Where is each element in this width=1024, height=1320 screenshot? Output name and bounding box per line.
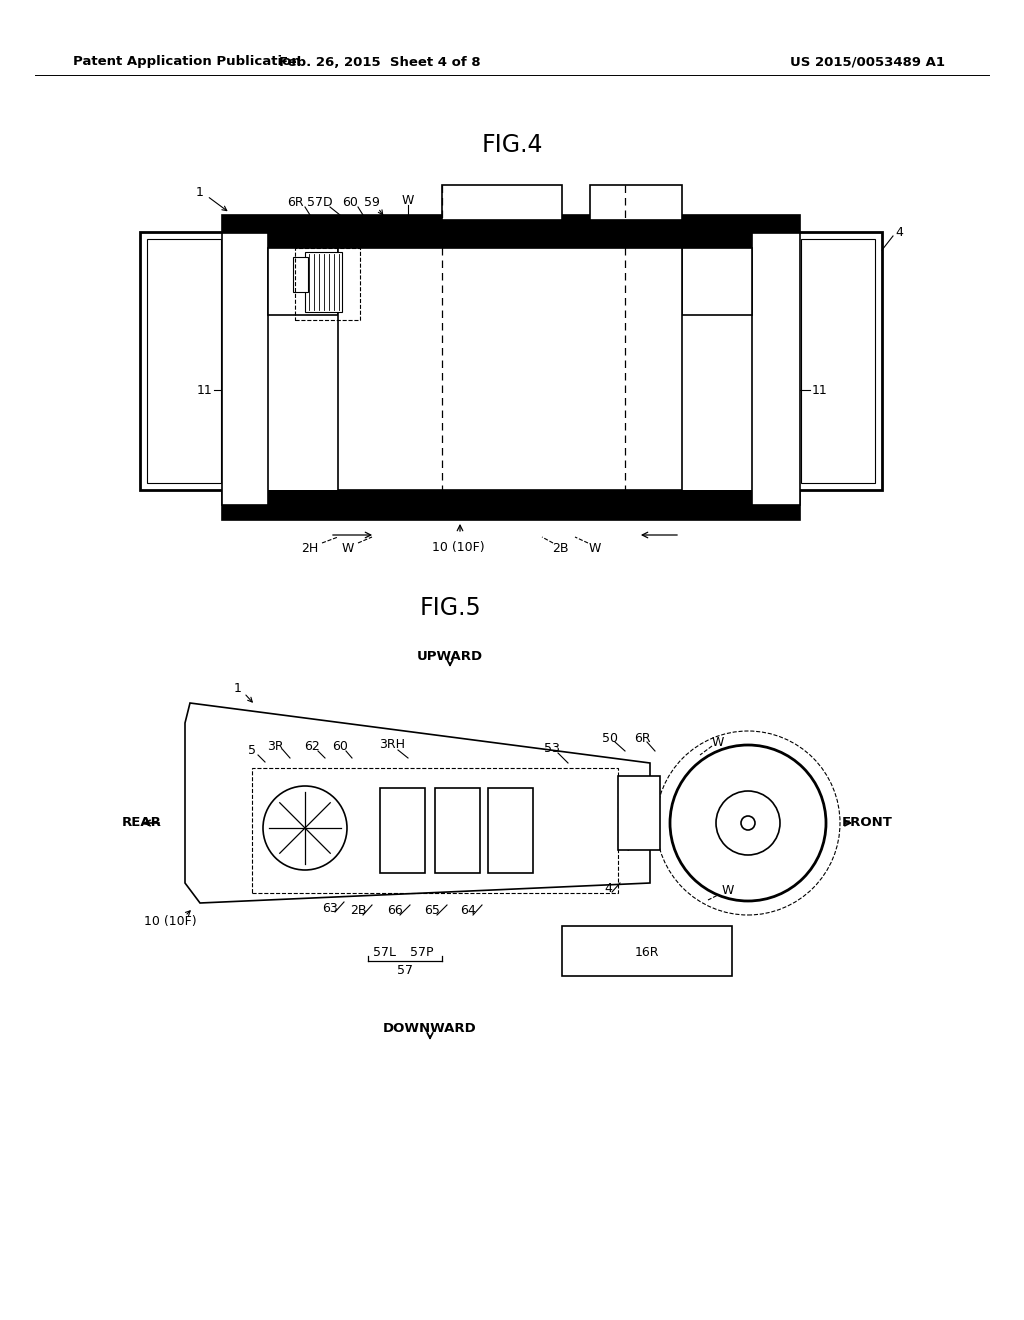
- Text: 16R: 16R: [635, 946, 659, 960]
- Circle shape: [263, 785, 347, 870]
- Text: W: W: [712, 737, 724, 750]
- Bar: [488, 788, 534, 873]
- Bar: [338, 248, 682, 490]
- Text: Patent Application Publication: Patent Application Publication: [73, 55, 301, 69]
- Text: Feb. 26, 2015  Sheet 4 of 8: Feb. 26, 2015 Sheet 4 of 8: [280, 55, 481, 69]
- Text: DOWNWARD: DOWNWARD: [383, 1022, 477, 1035]
- Text: 4: 4: [604, 882, 612, 895]
- Text: 57L: 57L: [374, 946, 396, 960]
- Text: 6R: 6R: [287, 195, 303, 209]
- Text: W: W: [722, 883, 734, 896]
- Bar: [252, 768, 618, 894]
- Text: 2H: 2H: [301, 541, 318, 554]
- Text: 10 (10F): 10 (10F): [143, 915, 197, 928]
- Text: 1: 1: [234, 681, 242, 694]
- Polygon shape: [185, 704, 650, 903]
- Text: 63: 63: [323, 902, 338, 915]
- Text: W: W: [589, 541, 601, 554]
- Bar: [140, 232, 228, 490]
- Bar: [268, 490, 752, 506]
- Text: 60: 60: [332, 739, 348, 752]
- Text: W: W: [401, 194, 414, 206]
- Text: 6R: 6R: [634, 731, 650, 744]
- Text: US 2015/0053489 A1: US 2015/0053489 A1: [790, 55, 945, 69]
- Text: 53: 53: [544, 742, 560, 755]
- Text: 50: 50: [492, 194, 508, 206]
- Text: 60: 60: [342, 195, 358, 209]
- Text: 11: 11: [812, 384, 827, 396]
- Text: 57D: 57D: [307, 195, 333, 209]
- Bar: [222, 215, 800, 234]
- Text: 11: 11: [197, 384, 212, 396]
- Bar: [590, 185, 682, 220]
- Text: FIG.4: FIG.4: [481, 133, 543, 157]
- Text: 1: 1: [196, 186, 204, 198]
- Bar: [222, 215, 800, 520]
- Text: 2B: 2B: [552, 541, 568, 554]
- Text: UPWARD: UPWARD: [417, 649, 483, 663]
- Bar: [268, 234, 752, 248]
- Circle shape: [670, 744, 826, 902]
- Bar: [147, 239, 221, 483]
- Text: 10 (10F): 10 (10F): [432, 541, 484, 554]
- Bar: [222, 504, 800, 520]
- Text: FIG.5: FIG.5: [419, 597, 481, 620]
- Bar: [293, 257, 308, 292]
- Text: 57P: 57P: [411, 946, 434, 960]
- Text: 65: 65: [424, 904, 440, 917]
- Text: W: W: [342, 541, 354, 554]
- Bar: [442, 185, 562, 220]
- Text: 2B: 2B: [350, 904, 367, 917]
- Bar: [380, 788, 425, 873]
- Text: 66: 66: [387, 904, 402, 917]
- Text: 5: 5: [248, 744, 256, 758]
- Text: REAR: REAR: [122, 817, 162, 829]
- Text: 53: 53: [612, 194, 628, 206]
- Text: W: W: [642, 194, 654, 206]
- Text: 50: 50: [602, 731, 618, 744]
- Text: 6L: 6L: [665, 195, 680, 209]
- Bar: [752, 234, 800, 506]
- Text: 3RH: 3RH: [379, 738, 406, 751]
- Text: 3R: 3R: [266, 739, 284, 752]
- Text: 59: 59: [365, 195, 380, 209]
- Bar: [618, 776, 660, 850]
- Bar: [801, 239, 874, 483]
- Text: 64: 64: [460, 904, 476, 917]
- Text: 57: 57: [397, 964, 413, 977]
- Text: FRONT: FRONT: [842, 817, 893, 829]
- Text: 62: 62: [304, 739, 319, 752]
- Bar: [268, 248, 338, 315]
- Bar: [295, 248, 360, 319]
- Bar: [562, 927, 732, 975]
- Bar: [794, 232, 882, 490]
- Text: 4: 4: [895, 226, 903, 239]
- Bar: [305, 252, 342, 312]
- Bar: [682, 248, 752, 315]
- Bar: [222, 234, 268, 506]
- Bar: [435, 788, 480, 873]
